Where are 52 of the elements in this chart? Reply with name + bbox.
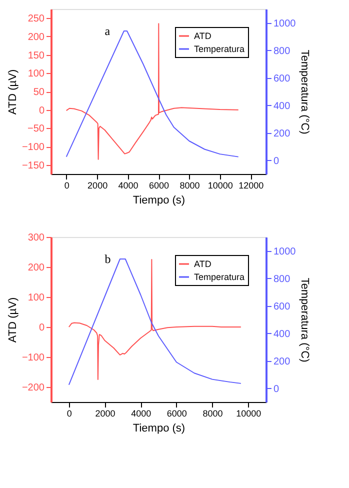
y2-tick-label: 1000	[274, 246, 296, 258]
y2-tick-label: 600	[274, 73, 291, 84]
x-tick-label: 10000	[236, 408, 262, 418]
y-tick-label: 100	[28, 292, 45, 304]
x-tick-label: 6000	[166, 408, 187, 418]
y-tick-label: −100	[22, 352, 45, 364]
legend-label: Temperatura	[194, 272, 245, 282]
y2-tick-label: 400	[274, 328, 291, 340]
y-tick-label: 0	[38, 105, 45, 116]
y-tick-label: −50	[28, 124, 45, 135]
x-tick-label: 8000	[202, 408, 223, 418]
x-tick-label: 8000	[180, 180, 200, 190]
y-tick-label: 100	[28, 68, 45, 80]
x-tick-label: 2000	[88, 180, 108, 190]
y2-tick-label: 200	[274, 356, 291, 368]
annotation: b	[104, 252, 111, 266]
y-tick-label: 300	[28, 232, 45, 244]
y2-axis-title: Temperatura (°C)	[298, 50, 311, 134]
y-tick-label: 200	[28, 262, 45, 274]
y2-axis-title: Temperatura (°C)	[298, 278, 311, 362]
y2-tick-label: 200	[274, 128, 291, 140]
y-axis-title: ATD (µV)	[6, 297, 19, 343]
x-tick-label: 10000	[208, 180, 233, 190]
y-tick-label: 200	[28, 32, 45, 43]
y2-tick-label: 400	[274, 100, 291, 112]
x-tick-label: 6000	[148, 180, 170, 190]
y2-tick-label: 600	[274, 301, 291, 312]
x-tick-label: 12000	[238, 180, 264, 190]
y-axis-title: ATD (µV)	[6, 69, 19, 115]
legend-label: Temperatura	[194, 44, 245, 54]
y-tick-label: 250	[28, 14, 45, 25]
y2-tick-label: 1000	[274, 18, 296, 30]
annotation: a	[104, 24, 111, 38]
y2-tick-label: 800	[274, 274, 291, 285]
x-tick-label: 4000	[118, 180, 138, 190]
legend-label: ATD	[194, 259, 212, 269]
y2-tick-label: 800	[274, 46, 291, 57]
x-tick-label: 0	[64, 180, 70, 190]
y-tick-label: −150	[22, 160, 45, 172]
y-tick-label: −200	[22, 382, 45, 394]
x-tick-label: 2000	[95, 408, 116, 418]
y-tick-label: 50	[33, 87, 45, 98]
x-tick-label: 4000	[131, 408, 152, 418]
y-tick-label: 0	[38, 322, 45, 334]
x-tick-label: 0	[66, 408, 72, 418]
x-axis-title: Tiempo (s)	[132, 194, 186, 206]
y-tick-label: 150	[28, 50, 45, 62]
legend-label: ATD	[194, 31, 212, 41]
y2-tick-label: 0	[274, 384, 280, 395]
y2-tick-label: 0	[274, 156, 280, 167]
y-tick-label: −100	[22, 142, 45, 153]
x-axis-title: Tiempo (s)	[132, 422, 186, 434]
